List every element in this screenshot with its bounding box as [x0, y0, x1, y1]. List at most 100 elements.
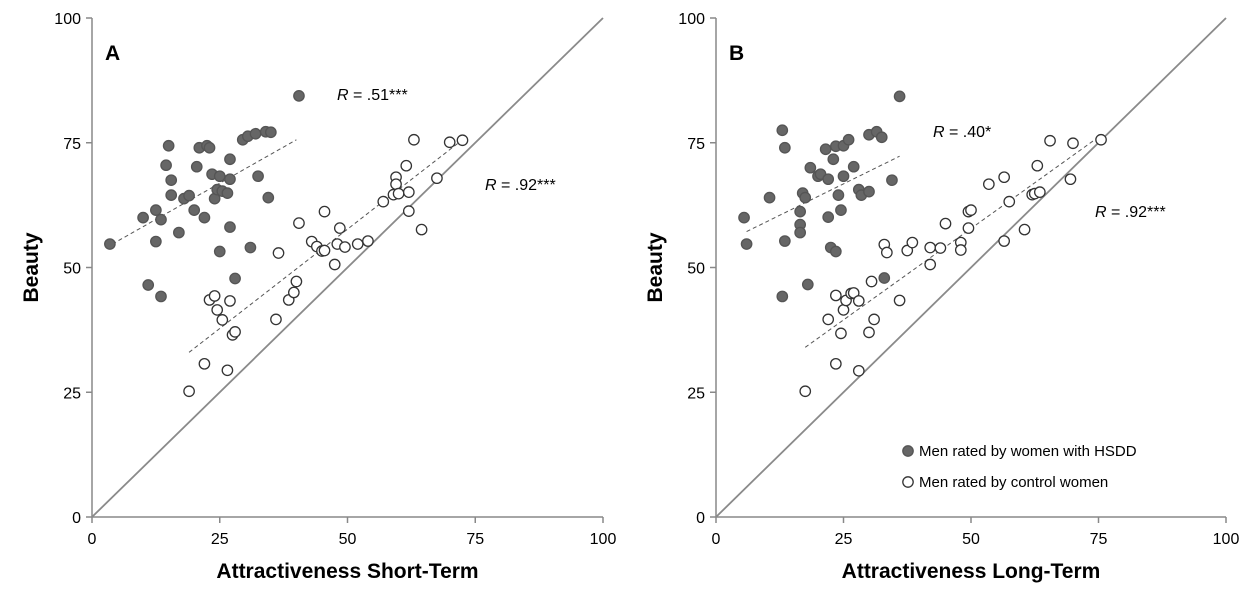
- panel-a-correlation-label: R = .92***: [485, 177, 556, 194]
- panel-b-filled-series-point: [778, 235, 791, 247]
- panel-b-open-series-point: [962, 222, 975, 234]
- panel-b-open-series-point: [868, 313, 880, 326]
- panel-a-open-series-point: [402, 205, 415, 217]
- panel-b-identity-line: [715, 17, 1227, 518]
- panel-b-y-axis-title: Beauty: [644, 232, 667, 302]
- panel-a-y-tick-label: 50: [63, 261, 81, 278]
- panel-a-open-series-point: [229, 326, 241, 338]
- panel-b-filled-series-point: [842, 133, 855, 146]
- panel-a-filled-series-point: [155, 213, 167, 226]
- panel-a-identity-line: [91, 17, 604, 518]
- panel-a-x-tick-label: 0: [88, 531, 97, 548]
- panel-a-filled-series-point: [244, 241, 257, 254]
- panel-a-open-series-point: [351, 238, 364, 250]
- panel-b-open-series-point: [829, 357, 842, 370]
- panel-a-filled-series-point: [224, 221, 236, 233]
- panel-a-open-series-point: [293, 217, 305, 229]
- panel-b-filled-series-point: [829, 245, 842, 258]
- panel-b-y-tick-label: 0: [696, 510, 705, 527]
- panel-a-filled-series-point: [137, 211, 149, 224]
- panel-b-filled-series-point: [847, 160, 860, 173]
- panel-a-filled-series-point: [165, 189, 178, 201]
- panel-b-open-series-trend-line: [804, 134, 1102, 348]
- panel-b-open-series-point: [852, 295, 865, 307]
- panel-a-open-series-point: [224, 295, 236, 307]
- panel-b-filled-series-point: [832, 189, 845, 201]
- panel-b-open-series-point: [924, 258, 937, 271]
- panel-b-open-series-point: [880, 246, 893, 259]
- panel-a-open-series-point: [208, 290, 221, 302]
- panel-b-legend-marker: [902, 445, 914, 457]
- panel-b-open-series-point: [799, 385, 812, 398]
- panel-a-open-series-point: [221, 364, 234, 377]
- panel-a-open-series-point: [431, 172, 443, 185]
- panel-a-filled-series-point: [160, 159, 172, 172]
- panel-a-open-series-point: [400, 159, 413, 172]
- panel-a-open-series-point: [216, 314, 229, 326]
- panel-b-open-series-point: [924, 241, 937, 254]
- panel-a-filled-series-point: [264, 126, 277, 139]
- panel-b-filled-series-point: [875, 131, 888, 144]
- panel-b-open-series-point: [954, 244, 967, 256]
- panel-b-filled-series-point: [886, 174, 898, 187]
- panel-a-filled-series-point: [188, 204, 201, 216]
- panel-b-scatter-chart: 0 25 50 75 100 0 25 50 75 100 B R = .40* R = .92*** A…: [644, 11, 1239, 583]
- panel-a-filled-series-point: [150, 235, 162, 248]
- panel-b-legend-label: Men rated by women with HSDD: [919, 443, 1137, 460]
- panel-a-filled-series-point: [213, 245, 226, 258]
- panel-a-filled-series-point: [155, 290, 167, 303]
- panel-b-open-series-point: [852, 364, 865, 377]
- panel-b-filled-series-point: [837, 170, 850, 183]
- panel-a-open-series-point: [390, 178, 402, 191]
- panel-b-open-series-point: [865, 275, 878, 288]
- panel-b-open-series-point: [1003, 195, 1016, 208]
- panel-b-filled-series-point: [763, 191, 776, 204]
- panel-b-filled-series-point: [799, 191, 812, 204]
- panel-a-filled-series-point: [293, 89, 305, 102]
- panel-b-filled-series-point: [819, 143, 832, 156]
- panel-b-filled-series-point: [863, 185, 875, 198]
- panel-a-x-tick-label: 50: [339, 531, 357, 548]
- panel-a-filled-series-point: [252, 170, 264, 183]
- panel-a-filled-series-point: [183, 189, 195, 202]
- panel-a-open-series-point: [318, 205, 331, 218]
- panel-b-filled-series-point: [738, 211, 750, 224]
- panel-b-y-tick-label: 25: [687, 385, 705, 402]
- panel-b-filled-series-point: [893, 90, 906, 103]
- panel-b-x-tick-label: 100: [1213, 531, 1240, 548]
- panel-b-legend-marker: [902, 476, 914, 488]
- panel-a-filled-series-point: [165, 174, 178, 187]
- panel-b-open-series-point: [822, 313, 835, 326]
- panel-a-open-series-point: [408, 133, 420, 146]
- panel-a-open-series-point: [328, 258, 341, 271]
- panel-a-filled-series-point: [162, 139, 175, 152]
- panel-a-filled-series-point: [224, 153, 236, 166]
- panel-a-filled-series-point: [213, 170, 226, 183]
- panel-a-scatter-chart: 0 25 50 75 100 0 25 50 75 100 A R = .51*** R = .92**…: [20, 11, 616, 583]
- panel-b-filled-series-point: [827, 153, 840, 166]
- panel-b-open-series-point: [1067, 137, 1079, 150]
- panel-b-open-series-point: [1031, 159, 1044, 172]
- panel-a-open-series-point: [392, 187, 405, 200]
- panel-a-y-tick-label: 100: [54, 11, 81, 28]
- panel-b-filled-series-point: [794, 226, 807, 239]
- panel-b-y-tick-label: 75: [687, 136, 705, 153]
- panel-b-filled-series-trend-line: [746, 155, 900, 233]
- panel-a-open-series-point: [362, 235, 374, 247]
- panel-a-open-series-point: [377, 195, 390, 208]
- panel-a-open-series-point: [211, 304, 224, 316]
- panel-a-filled-series-point: [190, 160, 203, 173]
- panel-b-x-tick-label: 50: [962, 531, 980, 548]
- panel-b-correlation-label: R = .92***: [1095, 204, 1166, 221]
- panel-b-open-series-point: [939, 217, 952, 230]
- panel-b-open-series-point: [1034, 186, 1046, 199]
- panel-a-open-series-point: [456, 134, 469, 147]
- panel-b-filled-series-point: [740, 238, 753, 250]
- panel-a-filled-series-point: [173, 226, 185, 239]
- panel-b-open-series-point: [906, 236, 919, 249]
- panel-b-open-series-point: [934, 242, 947, 254]
- panel-a-open-series-point: [287, 286, 300, 299]
- panel-a-filled-series-point: [198, 211, 211, 224]
- panel-a-open-series-point: [415, 223, 428, 236]
